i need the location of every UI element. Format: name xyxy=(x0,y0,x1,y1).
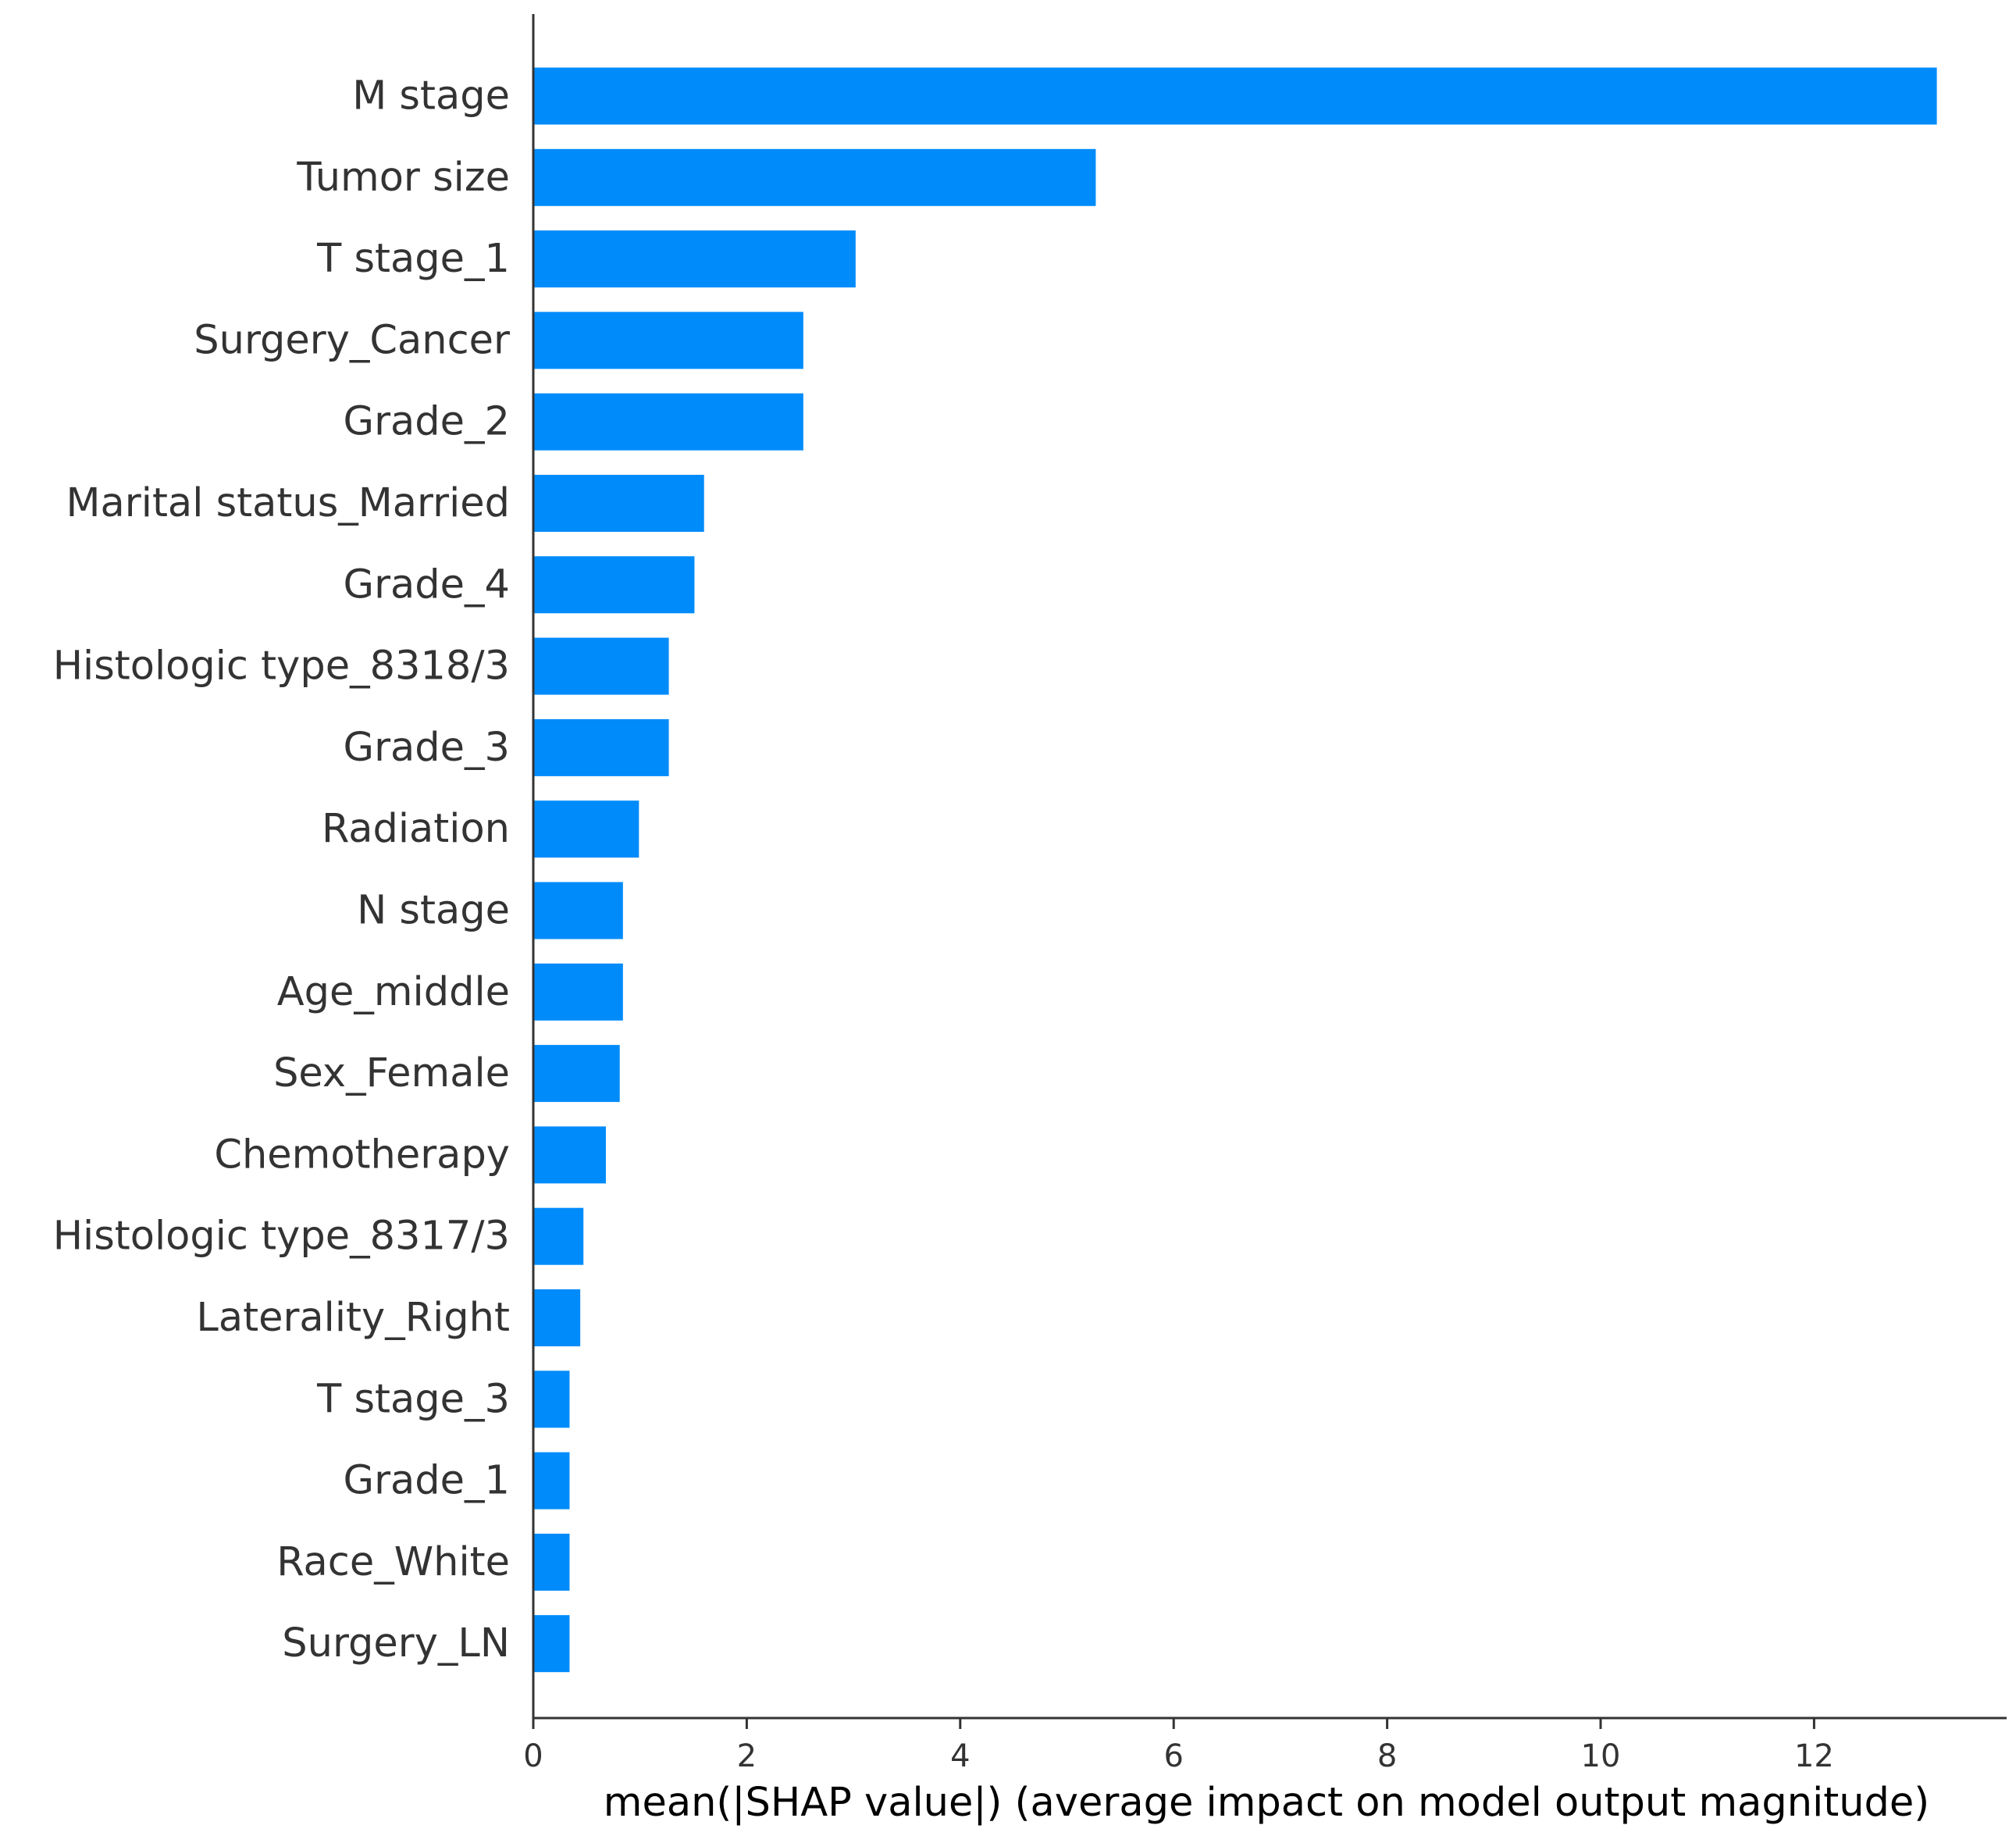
bar-15 xyxy=(533,1289,581,1346)
bar-2 xyxy=(533,230,856,288)
x-axis-label: mean(|SHAP value|) (average impact on mo… xyxy=(604,1780,1929,1826)
bar-13 xyxy=(533,1126,606,1184)
category-label-14: Histologic type_8317/3 xyxy=(53,1214,510,1260)
bar-9 xyxy=(533,800,639,858)
bar-19 xyxy=(533,1615,570,1673)
x-tick-label-2: 4 xyxy=(950,1738,970,1774)
x-tick-label-4: 8 xyxy=(1377,1738,1397,1774)
bar-8 xyxy=(533,718,669,776)
x-tick-label-3: 6 xyxy=(1163,1738,1183,1774)
category-label-3: Surgery_Cancer xyxy=(194,317,510,363)
category-label-13: Chemotherapy xyxy=(214,1132,510,1178)
bar-3 xyxy=(533,312,803,369)
bars-group xyxy=(533,67,1937,1673)
x-tick-label-0: 0 xyxy=(523,1738,543,1774)
category-label-4: Grade_2 xyxy=(344,399,510,445)
x-tick-label-5: 10 xyxy=(1581,1738,1621,1774)
category-label-1: Tumor size xyxy=(296,155,510,201)
bar-16 xyxy=(533,1371,570,1428)
category-label-0: M stage xyxy=(352,73,510,119)
category-label-19: Surgery_LN xyxy=(282,1620,510,1667)
category-label-12: Sex_Female xyxy=(273,1050,510,1096)
bar-1 xyxy=(533,148,1096,206)
category-label-15: Laterality_Right xyxy=(196,1295,510,1341)
category-label-5: Marital status_Married xyxy=(66,480,510,526)
category-label-18: Race_White xyxy=(276,1539,510,1585)
x-ticks: 0 2 4 6 8 10 12 xyxy=(523,1718,1834,1774)
category-label-9: Radiation xyxy=(322,806,510,852)
category-label-16: T stage_3 xyxy=(316,1376,510,1422)
bar-6 xyxy=(533,556,695,614)
bar-4 xyxy=(533,393,803,451)
x-tick-label-6: 12 xyxy=(1794,1738,1834,1774)
bar-17 xyxy=(533,1452,570,1510)
category-label-7: Histologic type_8318/3 xyxy=(53,643,510,690)
bar-10 xyxy=(533,882,623,939)
bar-0 xyxy=(533,67,1937,125)
bar-14 xyxy=(533,1207,584,1265)
bar-7 xyxy=(533,637,669,695)
bar-18 xyxy=(533,1533,570,1591)
category-label-6: Grade_4 xyxy=(344,561,510,608)
category-label-10: N stage xyxy=(357,888,510,934)
bar-5 xyxy=(533,475,704,532)
x-tick-label-1: 2 xyxy=(737,1738,757,1774)
bar-12 xyxy=(533,1045,620,1103)
category-label-11: Age_middle xyxy=(277,969,510,1015)
category-label-2: T stage_1 xyxy=(316,236,510,282)
category-labels: M stage Tumor size T stage_1 Surgery_Cancer… xyxy=(53,73,510,1667)
bar-11 xyxy=(533,963,623,1021)
category-label-8: Grade_3 xyxy=(344,725,510,771)
category-label-17: Grade_1 xyxy=(344,1458,510,1504)
